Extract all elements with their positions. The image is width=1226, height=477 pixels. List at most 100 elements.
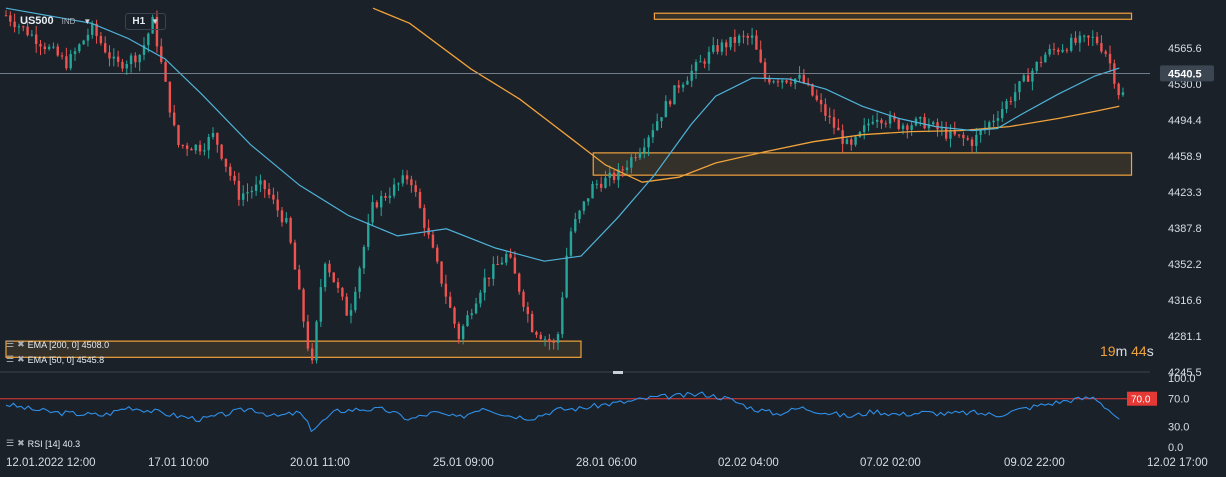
candle-body	[638, 152, 642, 158]
time-tick-label: 07.02 02:00	[860, 457, 921, 469]
candle-body	[871, 121, 875, 124]
candle-body	[375, 202, 379, 208]
candle-body	[979, 130, 982, 135]
candle-body	[211, 132, 215, 138]
candle-body	[448, 296, 452, 308]
candle-body	[612, 172, 616, 180]
candle-body	[518, 273, 521, 292]
settings-icon[interactable]: ☰	[6, 438, 15, 448]
candle-body	[457, 323, 461, 340]
symbol-label[interactable]: US500	[20, 15, 54, 27]
candle-body	[241, 193, 245, 200]
candle-body	[694, 62, 698, 71]
candle-body	[901, 125, 905, 129]
candle-body	[125, 64, 128, 69]
price-tick-label: 4387.8	[1168, 223, 1202, 235]
settings-icon[interactable]: ☰	[6, 354, 15, 364]
candle-body	[298, 269, 301, 290]
candle-body	[962, 134, 965, 139]
candle-body	[237, 180, 241, 200]
candle-body	[703, 61, 706, 64]
price-tick-label: 4281.1	[1168, 331, 1202, 343]
candle-body	[526, 306, 530, 314]
rsi-tick-label: 100.0	[1168, 373, 1196, 385]
candle-body	[9, 15, 12, 22]
candle-body	[966, 138, 969, 140]
candle-body	[65, 56, 68, 69]
candle-body	[289, 218, 292, 243]
candle-body	[535, 332, 538, 335]
candle-body	[1001, 109, 1004, 119]
candle-body	[116, 56, 120, 62]
candle-body	[371, 202, 374, 223]
candle-body	[1087, 35, 1090, 38]
candle-body	[220, 144, 223, 159]
candle-body	[198, 144, 202, 152]
rsi-legend[interactable]: ☰ ✖ RSI [14] 40.3	[6, 438, 80, 449]
ema50-legend[interactable]: ☰ ✖ EMA [50, 0] 4545.8	[6, 354, 104, 365]
ema200-legend[interactable]: ☰ ✖ EMA [200, 0] 4508.0	[6, 339, 109, 350]
candle-body	[444, 283, 448, 297]
candle-body	[1095, 36, 1099, 44]
time-tick-label: 12.02 17:00	[1147, 457, 1208, 469]
last-price-badge	[1160, 65, 1214, 82]
candle-body	[160, 46, 163, 62]
close-icon[interactable]: ✖	[17, 354, 25, 364]
candle-body	[992, 120, 995, 123]
candle-body	[13, 21, 16, 28]
candle-body	[250, 190, 254, 193]
candle-body	[91, 23, 94, 35]
candle-body	[431, 234, 435, 248]
time-tick-label: 09.02 22:00	[1004, 457, 1065, 469]
candle-body	[953, 130, 956, 135]
close-icon[interactable]: ✖	[17, 339, 25, 349]
candle-body	[108, 52, 111, 59]
candle-body	[737, 35, 741, 43]
countdown-minutes-unit: m	[1115, 343, 1128, 359]
price-tick-label: 4423.3	[1168, 187, 1202, 199]
settings-icon[interactable]: ☰	[6, 339, 15, 349]
candle-body	[1026, 75, 1030, 82]
candle-body	[34, 34, 38, 45]
candle-body	[660, 117, 663, 122]
close-icon[interactable]: ✖	[17, 438, 25, 448]
candles-group	[4, 10, 1125, 364]
candle-body	[216, 132, 219, 145]
countdown-minutes: 19	[1100, 343, 1116, 359]
candle-body	[112, 56, 116, 59]
timeframe-select[interactable]: H1 ▼	[125, 12, 167, 30]
price-tick-label: 4352.2	[1168, 259, 1202, 271]
candle-body	[99, 35, 103, 44]
rsi-label: RSI [14] 40.3	[27, 438, 81, 449]
time-tick-label: 25.01 09:00	[433, 457, 494, 469]
candle-body	[134, 55, 137, 63]
candle-body	[832, 117, 836, 128]
price-tick-label: 4530.0	[1168, 79, 1202, 91]
price-tick-label: 4458.9	[1168, 151, 1202, 163]
candle-body	[259, 180, 262, 185]
candle-body	[82, 40, 85, 45]
candle-body	[47, 46, 51, 50]
symbol-dropdown-icon[interactable]: ▼	[83, 16, 92, 26]
candle-body	[621, 169, 624, 171]
candle-body	[910, 125, 913, 130]
zone-0	[653, 12, 1133, 20]
candle-body	[755, 35, 758, 50]
candle-body	[272, 194, 275, 200]
candle-body	[103, 43, 107, 53]
candle-body	[181, 144, 185, 146]
candle-body	[354, 291, 357, 311]
candle-body	[492, 264, 495, 279]
candle-body	[923, 117, 926, 129]
candle-body	[699, 61, 702, 63]
candle-body	[470, 313, 473, 316]
candle-body	[39, 44, 42, 47]
candle-body	[207, 137, 210, 151]
zone-1	[592, 152, 1133, 176]
candle-body	[643, 147, 646, 153]
candle-body	[1082, 35, 1086, 37]
candle-body	[26, 26, 29, 36]
candle-body	[155, 16, 159, 47]
